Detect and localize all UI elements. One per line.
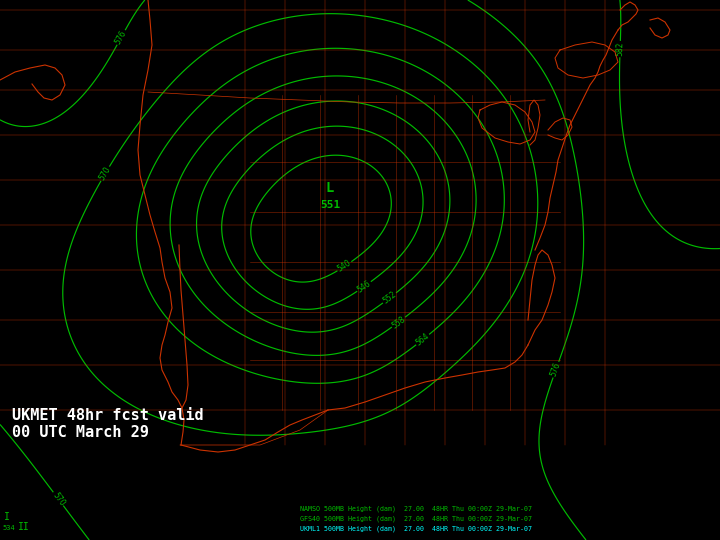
Text: 558: 558 bbox=[390, 314, 407, 330]
Text: 546: 546 bbox=[356, 279, 373, 294]
Text: 570: 570 bbox=[97, 165, 113, 183]
Text: 570: 570 bbox=[50, 490, 66, 508]
Text: GFS40 500MB Height (dam)  27.00  48HR Thu 00:00Z 29-Mar-07: GFS40 500MB Height (dam) 27.00 48HR Thu … bbox=[300, 515, 532, 522]
Text: L: L bbox=[326, 181, 334, 195]
Text: I: I bbox=[4, 512, 10, 522]
Text: UKMET 48hr fcst valid
00 UTC March 29: UKMET 48hr fcst valid 00 UTC March 29 bbox=[12, 408, 204, 440]
Text: 576: 576 bbox=[114, 29, 129, 46]
Text: 534: 534 bbox=[2, 525, 14, 531]
Text: 540: 540 bbox=[336, 259, 353, 274]
Text: NAMSO 500MB Height (dam)  27.00  48HR Thu 00:00Z 29-Mar-07: NAMSO 500MB Height (dam) 27.00 48HR Thu … bbox=[300, 505, 532, 511]
Text: 552: 552 bbox=[381, 290, 398, 306]
Text: 576: 576 bbox=[549, 361, 562, 378]
Text: UKML1 500MB Height (dam)  27.00  48HR Thu 00:00Z 29-Mar-07: UKML1 500MB Height (dam) 27.00 48HR Thu … bbox=[300, 525, 532, 531]
Text: 551: 551 bbox=[320, 200, 340, 210]
Text: II: II bbox=[18, 522, 30, 532]
Text: 582: 582 bbox=[616, 42, 625, 56]
Text: 564: 564 bbox=[414, 332, 431, 348]
